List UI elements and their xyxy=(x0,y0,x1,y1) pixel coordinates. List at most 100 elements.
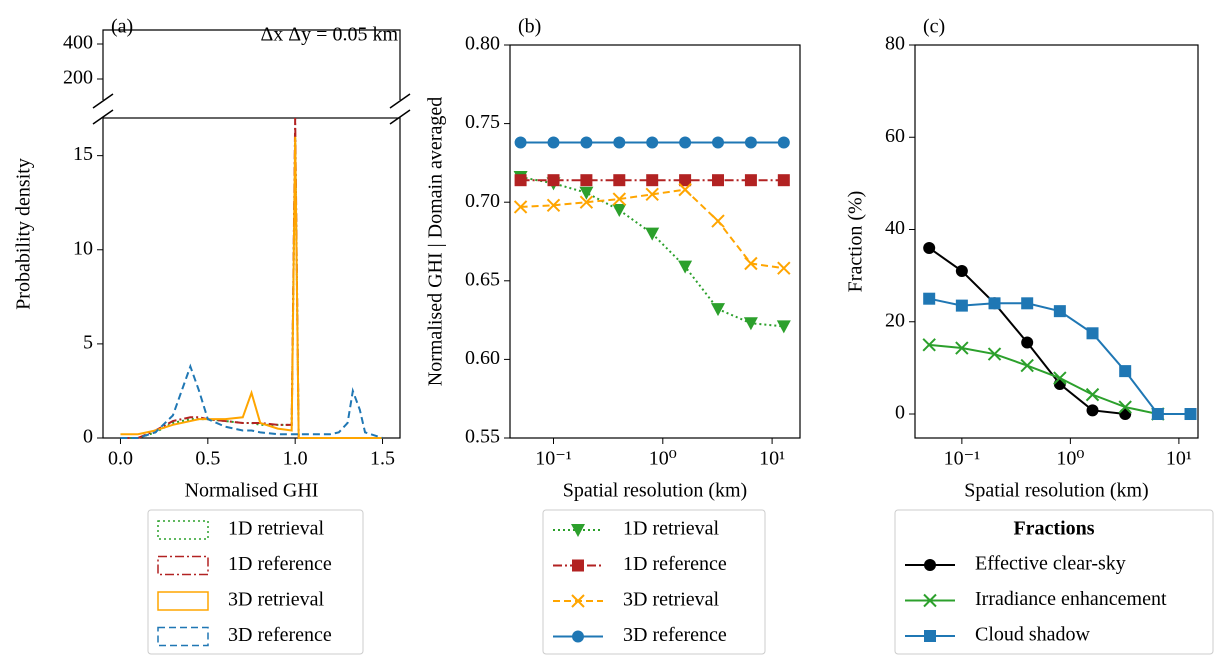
panel-label: (b) xyxy=(518,16,541,38)
y-tick-label: 0.70 xyxy=(465,190,500,212)
data-point xyxy=(1085,387,1100,402)
x-tick-label: 0.5 xyxy=(195,448,220,470)
y-tick-label: 60 xyxy=(885,125,905,147)
data-point xyxy=(513,200,528,214)
legend-title: Fractions xyxy=(1013,518,1094,540)
data-point xyxy=(744,256,758,271)
legend-marker xyxy=(923,593,937,608)
data-point xyxy=(777,261,791,275)
data-point xyxy=(922,338,936,352)
series-line xyxy=(120,136,383,439)
data-point xyxy=(1053,371,1067,385)
data-point xyxy=(678,182,692,197)
data-point xyxy=(612,204,627,218)
y-tick-label: 0 xyxy=(895,402,905,424)
data-point xyxy=(646,136,659,149)
y-tick-label: 5 xyxy=(83,331,93,353)
data-point xyxy=(955,341,969,355)
data-point xyxy=(777,174,790,187)
data-point xyxy=(1119,365,1132,378)
x-axis-title: Spatial resolution (km) xyxy=(964,480,1148,502)
legend-label: 1D reference xyxy=(228,553,332,575)
data-point xyxy=(580,174,593,187)
data-point xyxy=(711,303,726,317)
panel-label: (c) xyxy=(923,16,945,38)
legend-label: 3D reference xyxy=(228,624,332,646)
y-axis-title: Probability density xyxy=(13,158,35,310)
data-point xyxy=(514,136,527,149)
data-point xyxy=(712,174,725,187)
data-point xyxy=(645,227,660,241)
legend-label: Irradiance enhancement xyxy=(975,588,1167,610)
data-point xyxy=(1151,408,1164,421)
legend-marker xyxy=(571,594,585,608)
legend-label: 3D retrieval xyxy=(228,589,325,611)
x-tick-label: 1.0 xyxy=(283,448,308,470)
data-point xyxy=(612,192,627,206)
data-point xyxy=(546,198,561,213)
panel-label: (a) xyxy=(111,16,133,38)
legend-box xyxy=(894,509,1214,655)
x-tick-label: 10¹ xyxy=(1166,448,1192,470)
legend-swatch xyxy=(157,520,209,540)
x-tick-label: 10⁰ xyxy=(1056,448,1084,470)
y-tick-label: 10 xyxy=(73,237,93,259)
data-point xyxy=(1021,336,1034,349)
data-point xyxy=(744,136,757,149)
x-axis-title: Normalised GHI xyxy=(185,480,319,502)
series-line xyxy=(929,343,1159,415)
data-point xyxy=(679,174,692,187)
legend-label: 3D reference xyxy=(623,624,727,646)
data-point xyxy=(613,174,626,187)
data-point xyxy=(514,174,527,187)
data-point xyxy=(579,195,594,209)
legend-swatch xyxy=(157,555,209,576)
legend-box xyxy=(147,509,364,655)
legend-label: 1D retrieval xyxy=(228,518,325,540)
y-tick-label: 40 xyxy=(885,217,905,239)
data-point xyxy=(679,136,692,149)
legend-marker xyxy=(924,630,936,642)
axis-break xyxy=(92,93,114,125)
data-point xyxy=(923,241,936,254)
y-tick-label: 15 xyxy=(73,143,93,165)
data-point xyxy=(547,174,560,187)
data-point xyxy=(1184,408,1197,421)
series-line xyxy=(120,363,383,439)
data-point xyxy=(777,136,790,149)
x-tick-label: 10⁰ xyxy=(649,448,677,470)
data-point xyxy=(1086,327,1099,340)
data-point xyxy=(988,297,1001,310)
data-point xyxy=(987,347,1002,361)
data-point xyxy=(1053,305,1066,318)
y-tick-label: 0.75 xyxy=(465,111,500,133)
plot-frame xyxy=(509,44,801,439)
data-point xyxy=(711,214,725,228)
legend-label: 1D reference xyxy=(623,553,727,575)
data-point xyxy=(1021,297,1034,310)
y-tick-label: 0.65 xyxy=(465,268,500,290)
legend-marker xyxy=(924,559,936,571)
y-tick-label: 200 xyxy=(63,67,93,89)
data-point xyxy=(645,187,659,202)
legend-marker xyxy=(571,524,585,537)
y-tick-label: 0.80 xyxy=(465,33,500,55)
data-point xyxy=(579,186,594,200)
data-point xyxy=(776,320,791,334)
data-point xyxy=(955,265,968,278)
y-axis-title: Fraction (%) xyxy=(845,191,867,293)
x-tick-label: 10⁻¹ xyxy=(535,448,572,470)
legend-label: 3D retrieval xyxy=(623,589,720,611)
y-tick-label: 0.55 xyxy=(465,426,500,448)
y-axis-title: Normalised GHI | Domain averaged xyxy=(425,97,447,386)
axis-break xyxy=(389,93,411,125)
legend-marker xyxy=(572,630,584,643)
x-tick-label: 0.0 xyxy=(108,448,133,470)
data-point xyxy=(743,317,758,331)
data-point xyxy=(955,299,968,312)
legend-marker xyxy=(572,559,584,572)
data-point xyxy=(744,174,757,187)
data-point xyxy=(646,174,659,187)
data-point xyxy=(613,136,626,149)
